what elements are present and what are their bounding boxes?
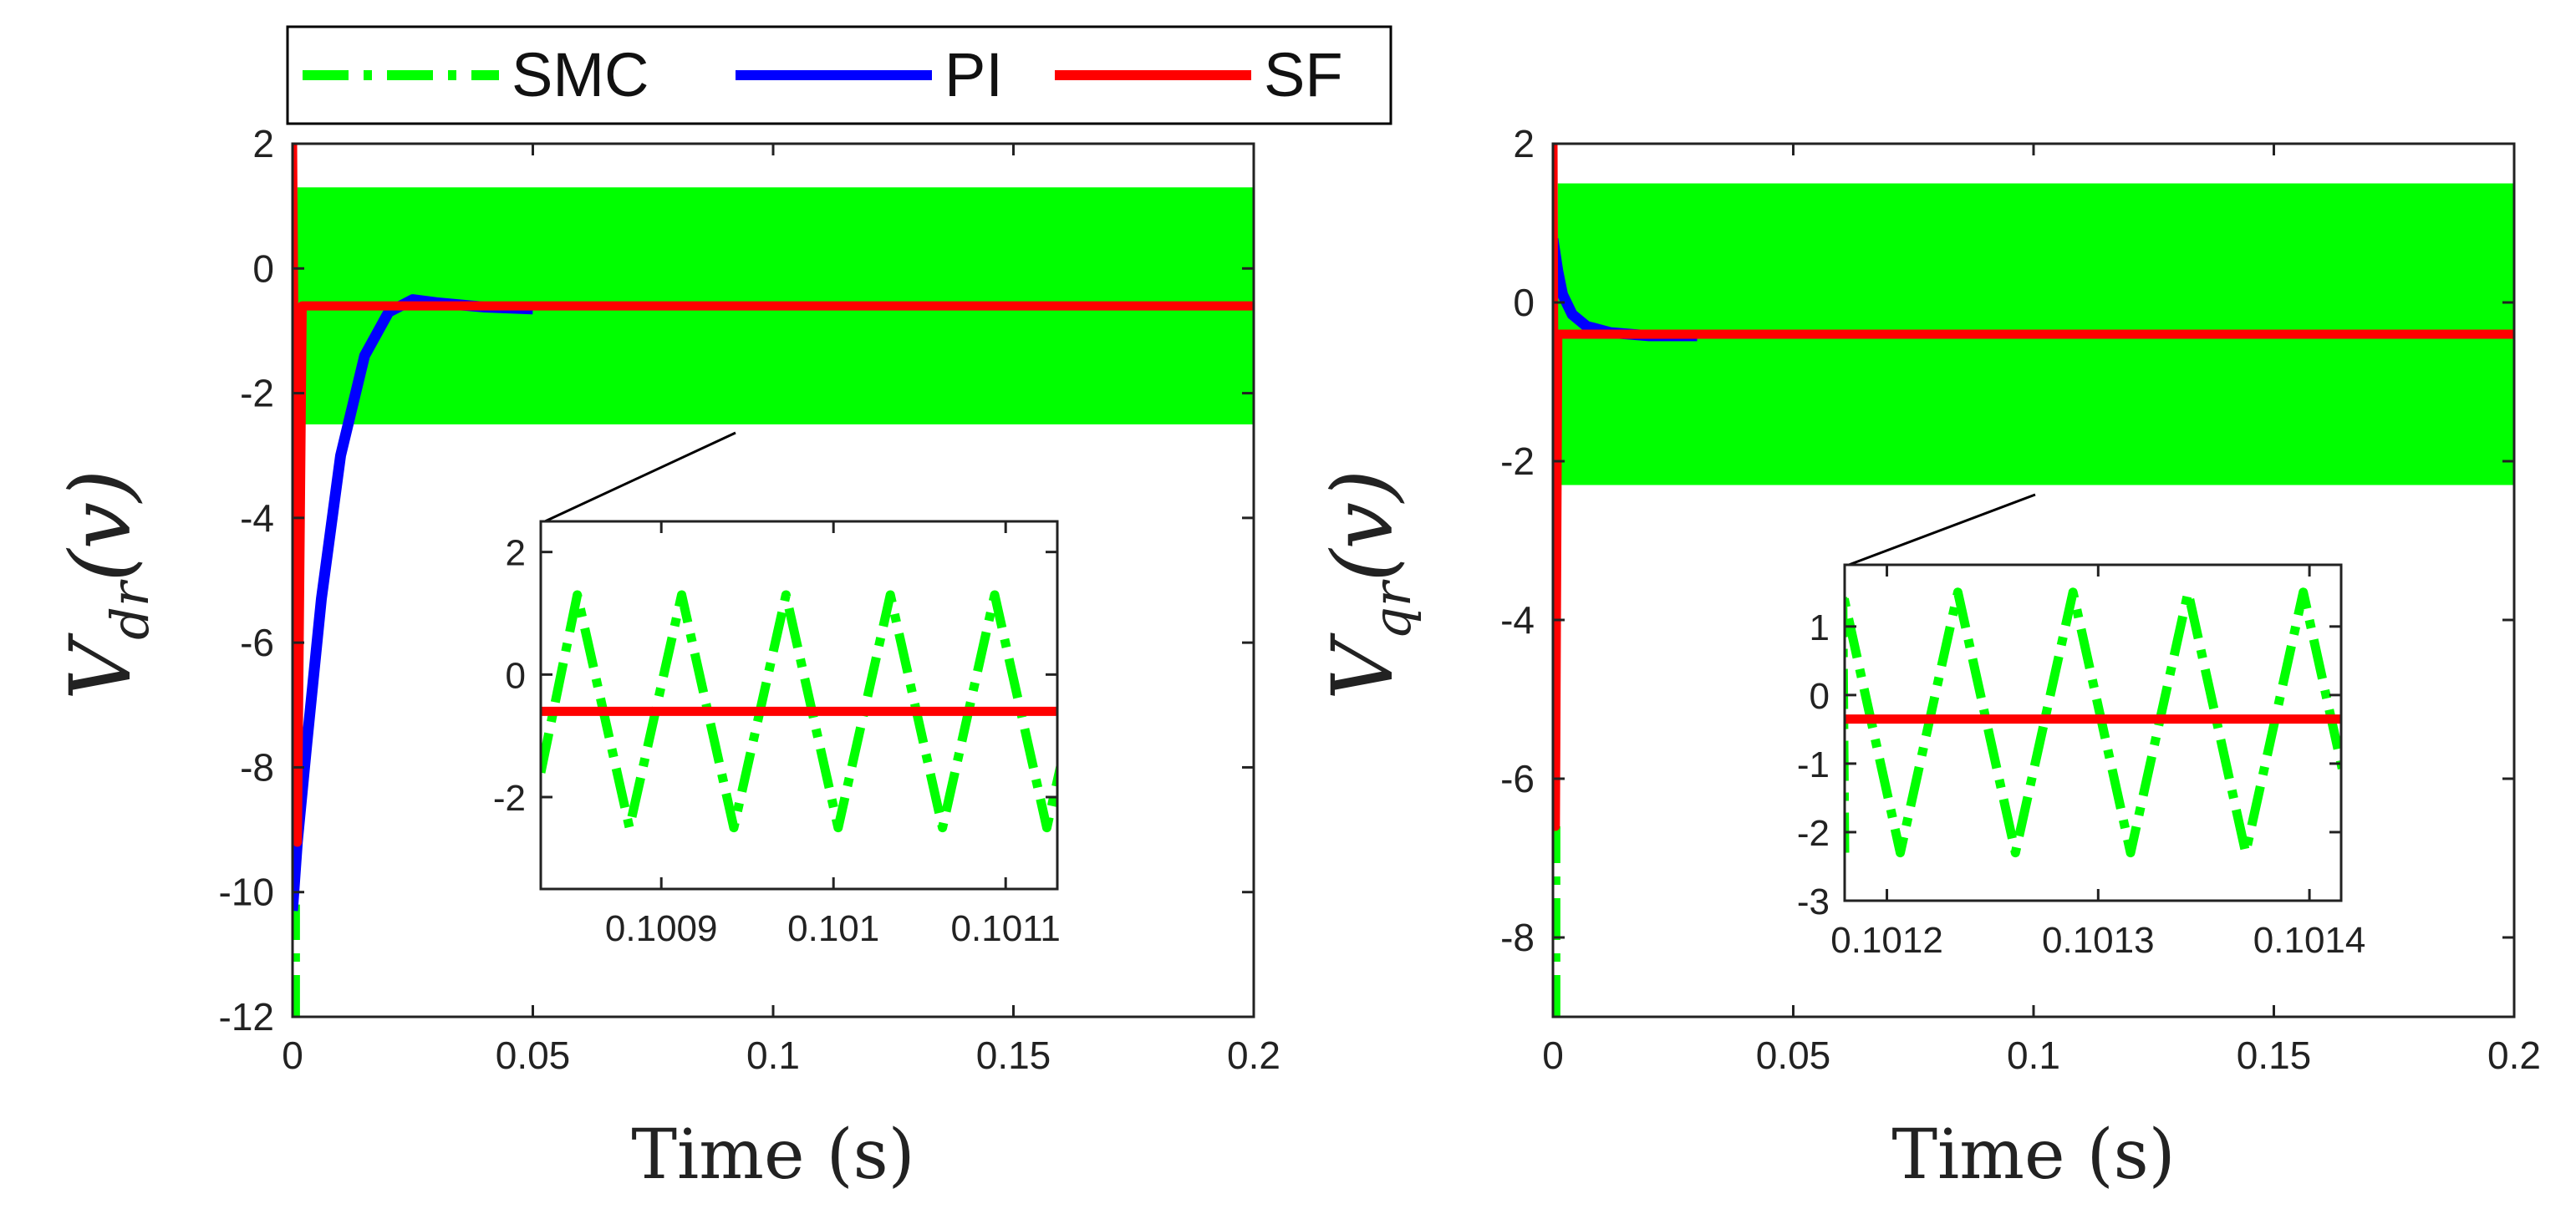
ri-ytick-label: -2 [1797,813,1830,854]
left-plot: 0 0.05 0.1 0.15 0.2 -12 -10 -8 -6 -4 -2 0 2 Time (s)… [52,122,1280,1195]
l-xtick-label: 0.05 [496,1034,571,1077]
legend: SMC PI SF [286,25,1392,125]
ri-xtick-label: 0.1014 [2253,920,2366,961]
li-xtick-label: 0.1011 [951,908,1061,949]
right-ylabel: Vqr(v) [1314,470,1423,700]
ri-ytick-label: -1 [1797,744,1830,785]
left-xlabel: Time (s) [631,1115,914,1195]
l-xtick-label: 0 [282,1034,303,1077]
l-xtick-label: 0.1 [746,1034,800,1077]
l-ytick-label: -6 [240,621,274,664]
li-ytick-label: 2 [506,533,526,574]
ri-xtick-label: 0.1013 [2042,920,2155,961]
l-ytick-label: 0 [252,246,274,290]
ri-ytick-label: 0 [1810,676,1830,717]
ri-smc-wave [1845,587,2341,858]
r-xtick-label: 0.2 [2487,1034,2541,1077]
li-smc-wave [541,590,1057,833]
left-inset: 0.1009 0.101 0.1011 -2 0 2 [493,431,1061,949]
ri-ytick-label: 1 [1810,607,1830,648]
l-ytick-label: -4 [240,496,274,540]
legend-pi-label: PI [944,40,1003,109]
right-inset: 0.1012 0.1013 0.1014 -3 -2 -1 0 1 [1797,493,2366,961]
r-ytick-label: -2 [1500,439,1535,483]
l-ytick-label: -12 [219,995,274,1039]
r-ytick-label: -8 [1500,916,1535,959]
ri-xtick-label: 0.1012 [1830,920,1943,961]
l-xtick-label: 0.2 [1227,1034,1280,1077]
r-xtick-label: 0.15 [2237,1034,2312,1077]
right-inset-frame [1843,563,2343,902]
left-inset-frame [539,520,1059,891]
li-ytick-label: -2 [493,778,526,819]
l-ytick-label: -2 [240,372,274,415]
l-ytick-label: 2 [252,122,274,165]
right-zoom-connector [1848,493,2036,566]
legend-smc-label: SMC [512,40,649,109]
r-xtick-label: 0.05 [1756,1034,1831,1077]
l-ytick-label: -8 [240,745,274,789]
right-xlabel: Time (s) [1891,1115,2175,1195]
l-xtick-label: 0.15 [976,1034,1051,1077]
r-ytick-label: 2 [1513,122,1535,165]
r-ytick-label: -4 [1500,598,1535,642]
li-xtick-label: 0.101 [787,908,879,949]
l-sf-line [293,144,1254,847]
left-zoom-connector [544,431,736,523]
li-ytick-label: 0 [506,655,526,696]
right-plot: 0 0.05 0.1 0.15 0.2 -8 -6 -4 -2 0 2 Time (s) Vqr(v… [1314,122,2541,1195]
r-xtick-label: 0 [1542,1034,1564,1077]
legend-sf-label: SF [1264,40,1343,109]
left-ylabel: Vdr(v) [52,470,160,700]
l-ytick-label: -10 [219,871,274,914]
r-ytick-label: 0 [1513,281,1535,324]
r-xtick-label: 0.1 [2007,1034,2060,1077]
r-sf-line [1553,144,2514,831]
ri-ytick-label: -3 [1797,881,1830,922]
li-xtick-label: 0.1009 [605,908,718,949]
r-ytick-label: -6 [1500,757,1535,800]
